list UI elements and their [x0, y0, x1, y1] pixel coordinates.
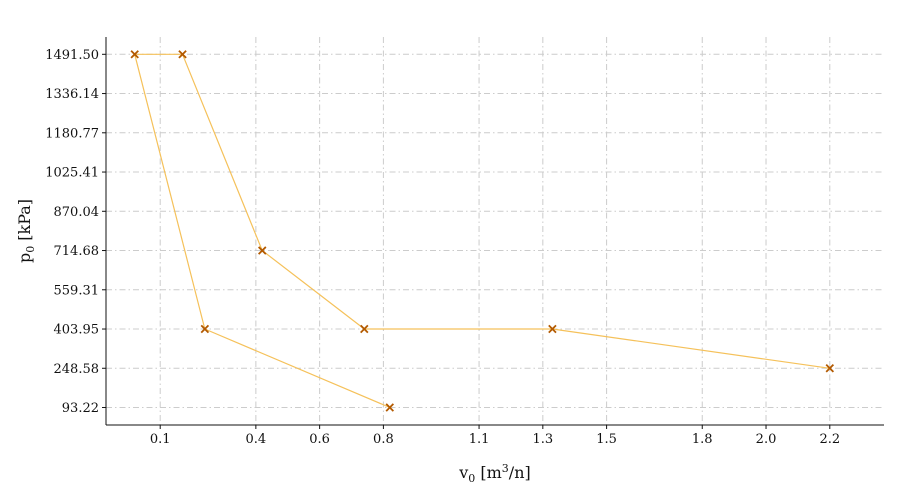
axis-labels: v0 [m3/n] p0 [kPa] — [15, 199, 531, 485]
series-line — [133, 53, 830, 409]
y-tick-label: 1180.77 — [45, 126, 99, 141]
data-point-marker — [178, 50, 187, 59]
grid — [106, 37, 884, 425]
marker-stroke — [360, 324, 369, 334]
marker-stroke — [178, 50, 187, 59]
x-tick-label: 1.3 — [532, 432, 553, 447]
data-point-marker — [825, 364, 835, 373]
marker-stroke — [385, 403, 395, 412]
data-point-marker — [548, 324, 557, 334]
y-tick-label: 403.95 — [54, 323, 100, 338]
y-tick-label: 714.68 — [54, 244, 100, 259]
marker-stroke — [258, 246, 267, 255]
y-tick-label: 1491.50 — [45, 48, 99, 63]
x-tick-label: 1.5 — [596, 432, 617, 447]
data-point-marker — [258, 246, 267, 255]
series-layer — [130, 50, 835, 412]
data-point-marker — [385, 403, 395, 412]
x-tick-label: 1.1 — [469, 432, 490, 447]
x-tick-label: 2.0 — [756, 432, 777, 447]
x-tick-label: 1.8 — [692, 432, 713, 447]
axes: 0.1 0.4 0.6 0.8 1.1 1.3 1.5 1.8 2.0 2.2 93.22 248.5… — [45, 37, 884, 447]
data-point-marker — [200, 324, 210, 334]
y-tick-label: 248.58 — [54, 362, 100, 377]
marker-stroke — [825, 364, 835, 373]
marker-stroke — [548, 324, 557, 334]
y-tick-label: 870.04 — [54, 205, 100, 220]
x-tick-label: 0.8 — [373, 432, 394, 447]
y-tick-label: 93.22 — [62, 401, 99, 416]
x-tick-label: 0.1 — [150, 432, 171, 447]
x-axis-label: v0 [m3/n] — [458, 462, 530, 485]
data-point-marker — [360, 324, 369, 334]
y-tick-label: 559.31 — [54, 283, 100, 298]
marker-stroke — [130, 50, 139, 59]
y-tick-label: 1336.14 — [45, 87, 99, 102]
marker-stroke — [200, 324, 210, 334]
x-tick-label: 0.4 — [246, 432, 267, 447]
y-tick-label: 1025.41 — [45, 166, 99, 181]
x-tick-label: 0.6 — [309, 432, 330, 447]
x-tick-label: 2.2 — [819, 432, 840, 447]
data-point-marker — [130, 50, 139, 59]
y-axis-label: p0 [kPa] — [15, 199, 37, 263]
